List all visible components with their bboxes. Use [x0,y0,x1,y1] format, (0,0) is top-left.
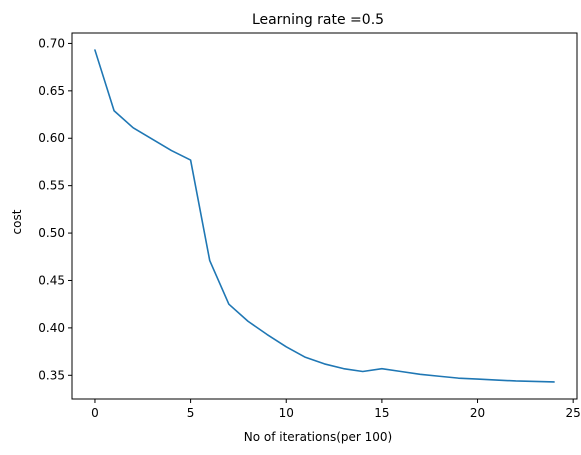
y-tick-label: 0.60 [38,131,65,145]
x-tick-label: 15 [374,406,389,420]
cost-series-line [94,49,555,383]
y-axis-ticks: 0.35 0.40 0.45 0.50 0.55 0.60 0.65 0.70 [38,36,72,382]
x-tick-label: 10 [279,406,294,420]
y-tick-label: 0.35 [38,368,65,382]
plot-area [94,49,555,383]
y-tick-label: 0.50 [38,226,65,240]
x-tick-label: 0 [91,406,99,420]
x-tick-label: 25 [566,406,581,420]
y-tick-label: 0.65 [38,84,65,98]
x-axis-ticks: 0 5 10 15 20 25 [91,399,581,420]
y-tick-label: 0.40 [38,321,65,335]
y-axis-label: cost [10,209,24,234]
y-tick-label: 0.55 [38,179,65,193]
y-tick-label: 0.45 [38,273,65,287]
x-axis-label: No of iterations(per 100) [244,430,392,444]
chart-title: Learning rate =0.5 [252,12,384,28]
plot-frame [71,32,578,400]
y-tick-label: 0.70 [38,36,65,50]
x-tick-label: 20 [470,406,485,420]
x-tick-label: 5 [187,406,195,420]
